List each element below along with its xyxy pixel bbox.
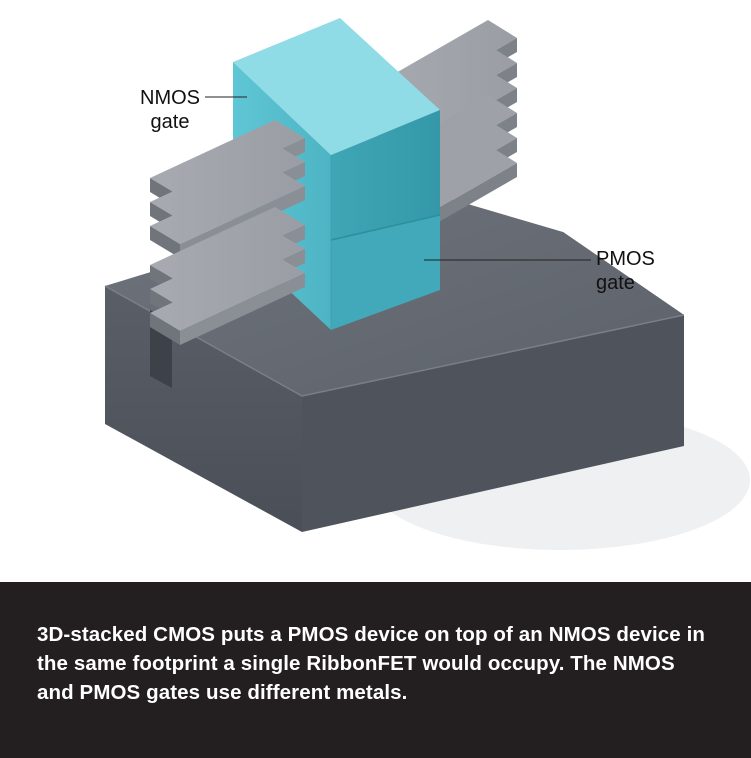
nmos-label-line1: NMOS [140, 87, 200, 109]
substrate-front-face [302, 315, 684, 532]
device-diagram [104, 18, 750, 550]
pmos-label-line2: gate [596, 272, 635, 294]
front-ribbon-stack-lower [150, 207, 305, 345]
pmos-label-line1: PMOS [596, 248, 655, 270]
nmos-label-line2: gate [150, 111, 190, 133]
nmos-gate-label: NMOS gate [133, 86, 207, 134]
caption-panel: 3D-stacked CMOS puts a PMOS device on to… [0, 582, 751, 758]
nmos-gate-front [331, 110, 440, 240]
caption-text: 3D-stacked CMOS puts a PMOS device on to… [37, 623, 706, 704]
stacked-cmos-illustration: NMOS gate PMOS gate [104, 18, 750, 550]
pmos-gate-front [331, 215, 440, 330]
front-ribbon-stack-upper [150, 120, 305, 258]
nmos-gate-top [233, 18, 440, 155]
pmos-gate-label: PMOS gate [596, 247, 655, 295]
